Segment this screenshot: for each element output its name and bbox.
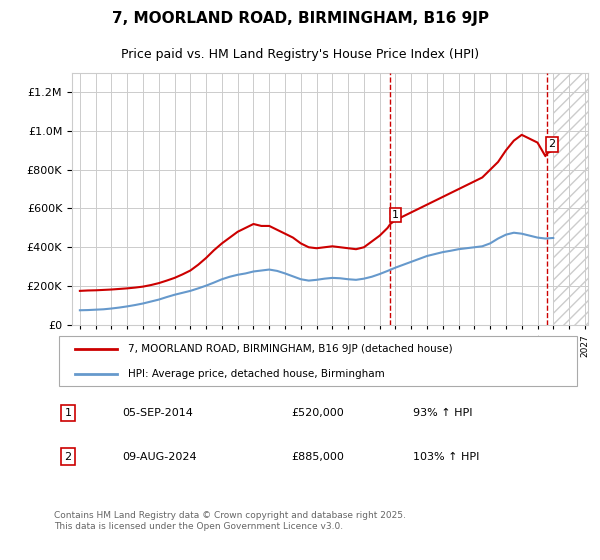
- Text: Contains HM Land Registry data © Crown copyright and database right 2025.
This d: Contains HM Land Registry data © Crown c…: [54, 511, 406, 531]
- Bar: [553, 73, 588, 325]
- Text: 7, MOORLAND ROAD, BIRMINGHAM, B16 9JP: 7, MOORLAND ROAD, BIRMINGHAM, B16 9JP: [112, 11, 488, 26]
- Text: 93% ↑ HPI: 93% ↑ HPI: [413, 408, 473, 418]
- Text: 2: 2: [548, 139, 556, 150]
- Text: 05-SEP-2014: 05-SEP-2014: [122, 408, 194, 418]
- FancyBboxPatch shape: [59, 336, 577, 386]
- Text: 1: 1: [65, 408, 71, 418]
- Text: 2: 2: [65, 452, 71, 462]
- Text: 09-AUG-2024: 09-AUG-2024: [122, 452, 197, 462]
- Text: HPI: Average price, detached house, Birmingham: HPI: Average price, detached house, Birm…: [128, 368, 385, 379]
- Text: 1: 1: [392, 210, 399, 220]
- Bar: [553, 73, 588, 325]
- Text: £520,000: £520,000: [292, 408, 344, 418]
- Text: 7, MOORLAND ROAD, BIRMINGHAM, B16 9JP (detached house): 7, MOORLAND ROAD, BIRMINGHAM, B16 9JP (d…: [128, 344, 452, 354]
- Text: £885,000: £885,000: [292, 452, 344, 462]
- Text: Price paid vs. HM Land Registry's House Price Index (HPI): Price paid vs. HM Land Registry's House …: [121, 48, 479, 61]
- Text: 103% ↑ HPI: 103% ↑ HPI: [413, 452, 479, 462]
